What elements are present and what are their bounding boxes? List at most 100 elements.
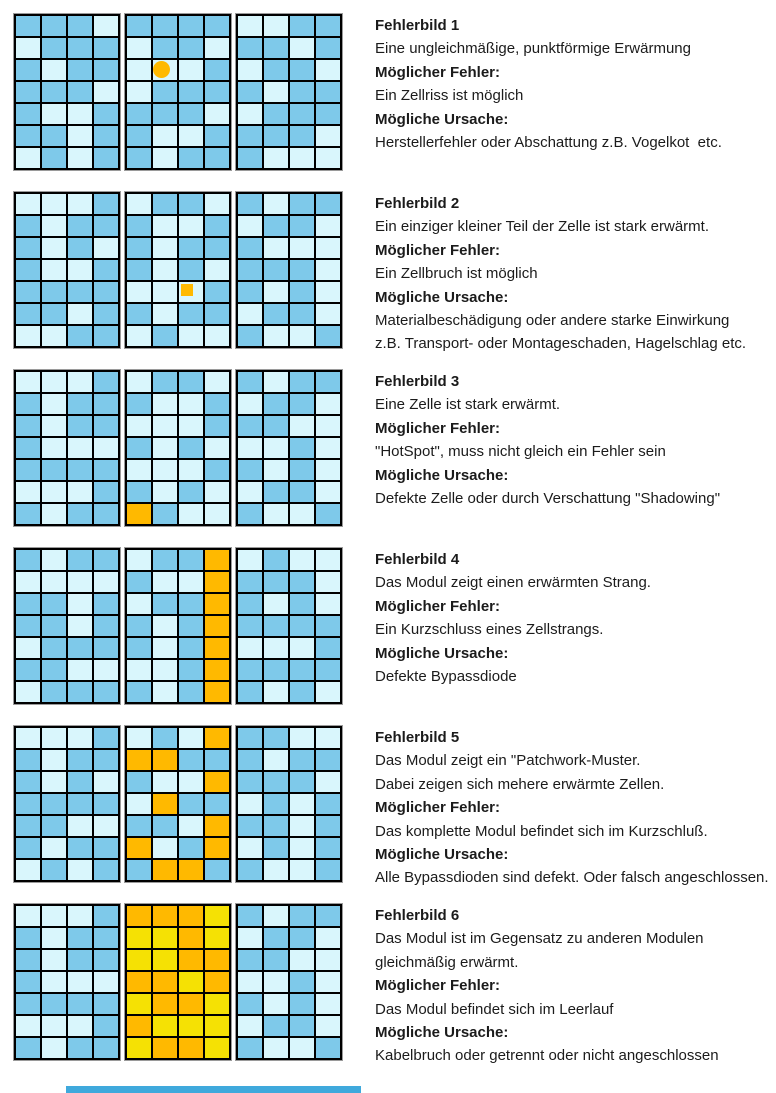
- module-cell: [316, 482, 340, 502]
- module-cell: [127, 504, 151, 524]
- module-cell: [94, 38, 118, 58]
- module-cell: [16, 638, 40, 658]
- module-string-block: [236, 726, 342, 882]
- module-cell: [238, 282, 262, 302]
- section-title: Fehlerbild 6: [375, 907, 460, 924]
- module-cell: [94, 104, 118, 124]
- section-text-line: Kabelbruch oder getrennt oder nicht ange…: [375, 1047, 719, 1065]
- module-cell: [238, 1038, 262, 1058]
- module-cell: [153, 994, 177, 1014]
- module-cell: [42, 394, 66, 414]
- module-cell: [179, 638, 203, 658]
- module-cell: [16, 972, 40, 992]
- section-label: Mögliche Ursache:: [375, 1024, 509, 1042]
- section-text-line: gleichmäßig erwärmt.: [375, 953, 519, 971]
- module-cell: [153, 616, 177, 636]
- section-label: Möglicher Fehler:: [375, 799, 501, 817]
- module-cell: [16, 860, 40, 880]
- module-cell: [68, 216, 92, 236]
- module-cell: [238, 372, 262, 392]
- module-cell: [153, 372, 177, 392]
- module-cell: [94, 194, 118, 214]
- module-cell: [179, 838, 203, 858]
- module-cell: [42, 838, 66, 858]
- module-cell: [179, 772, 203, 792]
- module-cell: [205, 972, 229, 992]
- module-cell: [264, 282, 288, 302]
- module-cell: [316, 860, 340, 880]
- module-cell: [68, 104, 92, 124]
- module-cell: [42, 238, 66, 258]
- section-text: Fehlerbild 2 Ein einziger kleiner Teil d…: [375, 192, 775, 356]
- module-cell: [179, 950, 203, 970]
- section-title: Fehlerbild 1: [375, 17, 460, 34]
- module-cell: [290, 460, 314, 480]
- module-cell: [264, 638, 288, 658]
- module-cell: [16, 794, 40, 814]
- module-cell: [238, 638, 262, 658]
- module-cell: [153, 394, 177, 414]
- module-cell: [94, 682, 118, 702]
- module-cell: [16, 16, 40, 36]
- module-cell: [290, 728, 314, 748]
- module-cell: [94, 572, 118, 592]
- section-text-line: Das Modul zeigt einen erwärmten Strang.: [375, 574, 651, 592]
- module-cell: [68, 438, 92, 458]
- module-cell: [205, 638, 229, 658]
- module-cell: [179, 326, 203, 346]
- module-cell: [16, 906, 40, 926]
- thermal-module-image: [14, 192, 342, 348]
- module-cell: [42, 972, 66, 992]
- module-cell: [16, 838, 40, 858]
- module-cell: [42, 1016, 66, 1036]
- module-cell: [153, 550, 177, 570]
- module-cell: [42, 994, 66, 1014]
- module-cell: [290, 438, 314, 458]
- module-cell: [94, 1016, 118, 1036]
- module-cell: [179, 394, 203, 414]
- module-cell: [238, 482, 262, 502]
- module-cell: [316, 1016, 340, 1036]
- module-cell: [290, 326, 314, 346]
- module-cell: [205, 816, 229, 836]
- module-cell: [290, 682, 314, 702]
- module-cell: [179, 460, 203, 480]
- module-cell: [127, 38, 151, 58]
- module-cell: [94, 126, 118, 146]
- fehlerbild-section: Fehlerbild 5 Das Modul zeigt ein "Patchw…: [14, 726, 776, 886]
- module-cell: [179, 728, 203, 748]
- module-cell: [238, 126, 262, 146]
- section-text-line: Das Modul ist im Gegensatz zu anderen Mo…: [375, 930, 704, 948]
- module-cell: [238, 104, 262, 124]
- module-cell: [16, 750, 40, 770]
- thermal-module-image: [14, 370, 342, 526]
- module-cell: [316, 126, 340, 146]
- module-cell: [238, 928, 262, 948]
- module-cell: [316, 906, 340, 926]
- module-cell: [205, 194, 229, 214]
- module-cell: [205, 238, 229, 258]
- module-cell: [16, 1016, 40, 1036]
- section-text-line: Ein einziger kleiner Teil der Zelle ist …: [375, 218, 710, 236]
- module-cell: [16, 282, 40, 302]
- module-cell: [42, 38, 66, 58]
- module-cell: [42, 282, 66, 302]
- module-cell: [264, 372, 288, 392]
- module-cell: [205, 1038, 229, 1058]
- module-cell: [16, 682, 40, 702]
- module-cell: [290, 416, 314, 436]
- module-cell: [94, 372, 118, 392]
- section-label: Mögliche Ursache:: [375, 846, 509, 864]
- module-cell: [127, 260, 151, 280]
- module-cell: [290, 660, 314, 680]
- module-cell: [94, 972, 118, 992]
- module-cell: [238, 326, 262, 346]
- module-cell: [205, 838, 229, 858]
- module-cell: [68, 260, 92, 280]
- module-cell: [316, 438, 340, 458]
- module-cell: [42, 794, 66, 814]
- module-cell: [290, 928, 314, 948]
- module-cell: [16, 460, 40, 480]
- section-text: Fehlerbild 6 Das Modul ist im Gegensatz …: [375, 904, 775, 1068]
